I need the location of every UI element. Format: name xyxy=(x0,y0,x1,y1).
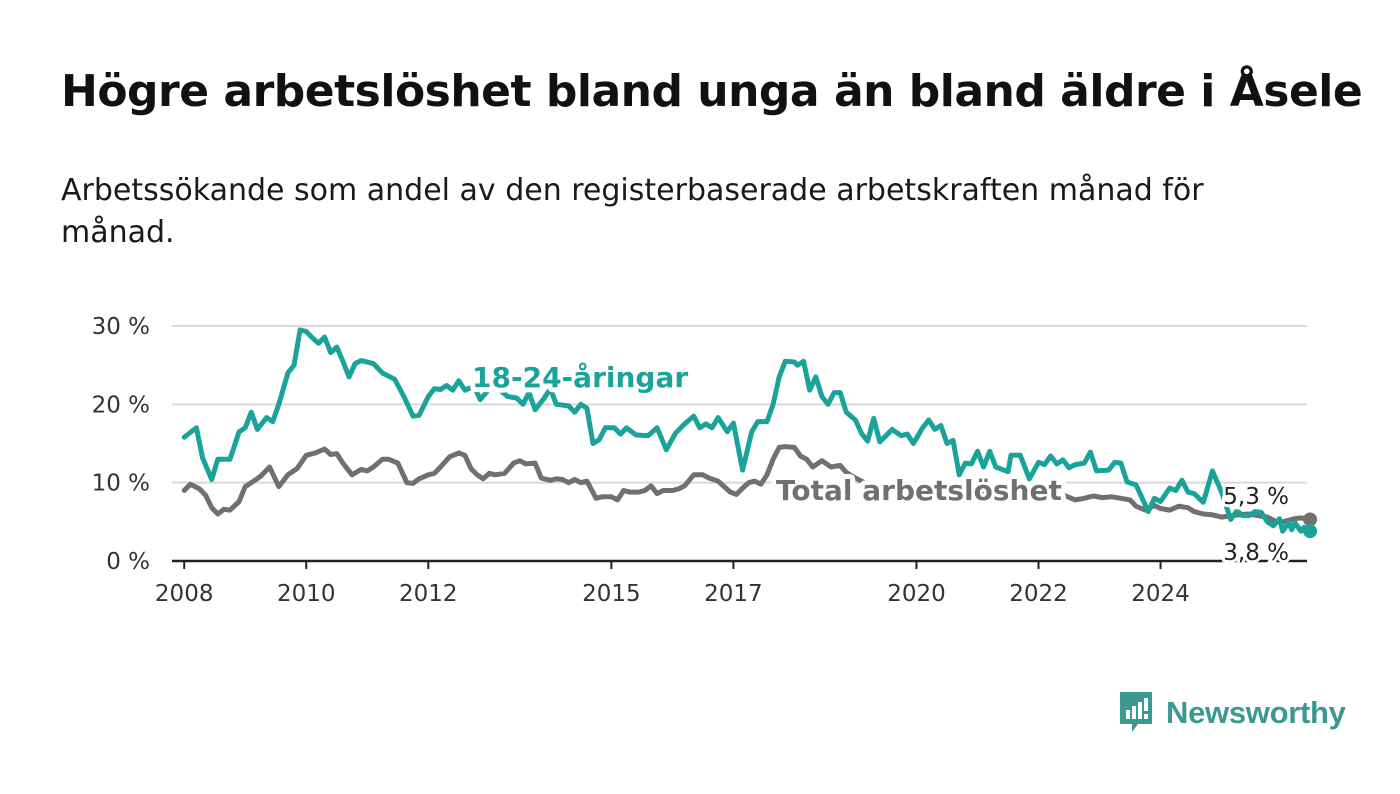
y-tick-label: 0 % xyxy=(106,549,150,575)
series-label-youth: 18-24-åringar xyxy=(472,361,688,394)
bar-chart-bubble-icon xyxy=(1120,692,1152,732)
series-label-total: Total arbetslöshet xyxy=(776,474,1062,507)
x-tick-label: 2017 xyxy=(704,581,763,607)
y-tick-label: 10 % xyxy=(92,471,150,497)
x-tick-label: 2024 xyxy=(1131,581,1190,607)
y-tick-label: 20 % xyxy=(92,392,150,418)
grid-lines: 0 % 10 % 20 % 30 % xyxy=(92,314,1307,575)
x-tick-label: 2022 xyxy=(1009,581,1068,607)
end-label-youth: 3,8 % xyxy=(1223,540,1289,566)
series-lines xyxy=(181,327,1313,534)
x-tick-label: 2015 xyxy=(582,581,641,607)
x-axis: 2008 2010 2012 2015 2017 2020 2022 2024 xyxy=(155,559,1307,607)
x-tick-label: 2010 xyxy=(277,581,336,607)
newsworthy-logo: Newsworthy xyxy=(1118,690,1346,736)
end-dot-youth xyxy=(1303,524,1318,539)
end-dot-total xyxy=(1303,512,1318,527)
series-labels: 18-24-åringar Total arbetslöshet 5,3 % 3,8 … xyxy=(467,356,1318,569)
y-tick-label: 30 % xyxy=(92,314,150,340)
x-tick-label: 2012 xyxy=(399,581,458,607)
series-line-youth xyxy=(181,327,1313,534)
x-tick-label: 2020 xyxy=(887,581,946,607)
logo-text: Newsworthy xyxy=(1166,695,1346,730)
chart-title: Högre arbetslöshet bland unga än bland ä… xyxy=(61,66,1363,117)
series-line-total xyxy=(181,444,1313,525)
chart-subtitle: Arbetssökande som andel av den registerb… xyxy=(61,173,1204,250)
x-tick-label: 2008 xyxy=(155,581,214,607)
end-label-total: 5,3 % xyxy=(1223,484,1289,510)
